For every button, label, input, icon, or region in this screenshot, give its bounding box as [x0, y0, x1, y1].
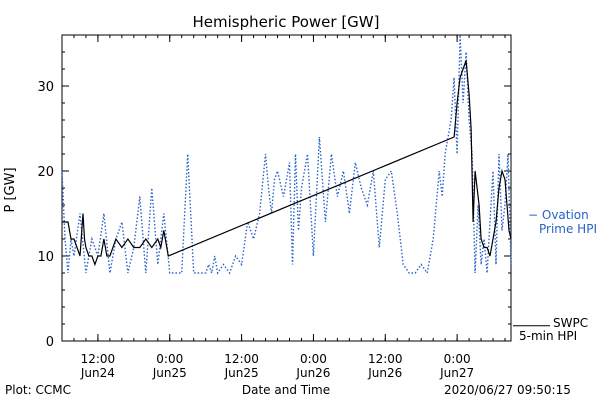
x-tick-label: 0:00 — [300, 352, 327, 366]
y-tick-label: 30 — [37, 80, 54, 95]
x-tick-label: 0:00 — [156, 352, 183, 366]
legend-swpc-line1: SWPC — [553, 316, 588, 330]
y-tick-label: 20 — [37, 165, 54, 180]
plot-border — [61, 34, 512, 342]
y-tick-label: 0 — [46, 335, 54, 350]
x-axis-label: Date and Time — [242, 383, 330, 397]
y-axis-label: P [GW] — [3, 167, 18, 212]
x-tick-day-label: Jun26 — [295, 366, 330, 380]
plot-source: Plot: CCMC — [5, 383, 71, 397]
ovation-prime-line — [61, 34, 512, 276]
x-axis: 12:00Jun240:00Jun2512:00Jun250:00Jun2612… — [73, 35, 506, 380]
x-tick-day-label: Jun25 — [224, 366, 259, 380]
x-tick-label: 12:00 — [368, 352, 403, 366]
legend-swpc-line2: 5-min HPI — [519, 329, 577, 343]
x-tick-day-label: Jun25 — [152, 366, 187, 380]
plot-frame — [61, 34, 512, 342]
x-tick-day-label: Jun26 — [367, 366, 402, 380]
legend: − Ovation Prime HPI SWPC 5-min HPI — [513, 208, 597, 343]
y-tick-label: 10 — [37, 250, 54, 265]
y-axis: 0 10 20 30 — [37, 34, 511, 350]
swpc-hpi-line — [62, 60, 512, 267]
x-tick-day-label: Jun24 — [80, 366, 115, 380]
x-tick-label: 12:00 — [81, 352, 116, 366]
x-tick-label: 0:00 — [444, 352, 471, 366]
legend-ovation-line2: Prime HPI — [539, 222, 597, 236]
series-layer — [61, 34, 512, 276]
plot-timestamp: 2020/06/27 09:50:15 — [444, 383, 571, 397]
chart-title: Hemispheric Power [GW] — [193, 13, 380, 31]
x-tick-label: 12:00 — [224, 352, 259, 366]
legend-ovation-line1: − Ovation — [528, 208, 589, 222]
x-tick-day-label: Jun27 — [439, 366, 474, 380]
